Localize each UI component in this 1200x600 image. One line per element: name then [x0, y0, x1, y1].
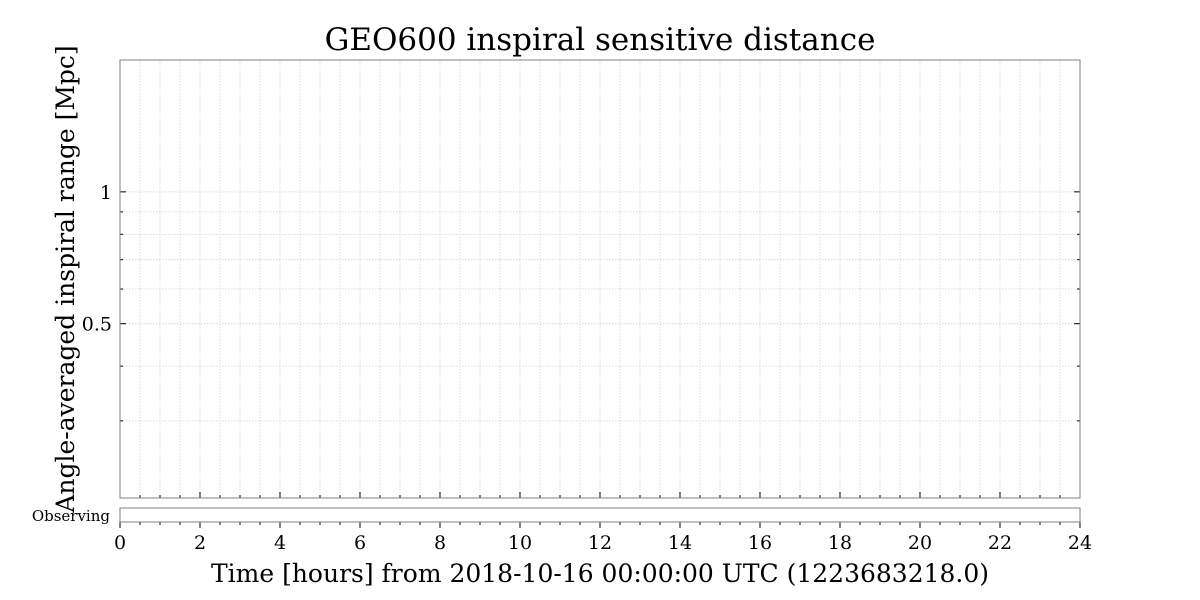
observing-segment-bar	[119, 507, 1081, 523]
x-tick-label: 8	[434, 532, 446, 554]
x-tick-label: 6	[354, 532, 366, 554]
plot-area	[119, 59, 1081, 499]
segment-label-observing: Observing	[32, 507, 111, 525]
y-axis-label: Angle-averaged inspiral range [Mpc]	[51, 45, 80, 513]
x-tick-label: 0	[114, 532, 126, 554]
x-axis-label: Time [hours] from 2018-10-16 00:00:00 UT…	[211, 559, 989, 588]
x-tick-label: 20	[908, 532, 932, 554]
x-tick-label: 2	[194, 532, 206, 554]
x-tick-label: 22	[988, 532, 1012, 554]
grid-lines	[120, 60, 1080, 498]
x-tick-label: 14	[668, 532, 692, 554]
y-tick-labels: 0.51	[82, 182, 112, 336]
y-tick-label: 1	[100, 182, 112, 204]
x-tick-label: 24	[1068, 532, 1092, 554]
x-tick-label: 4	[274, 532, 286, 554]
x-tick-label: 16	[748, 532, 772, 554]
x-tick-label: 18	[828, 532, 852, 554]
y-tick-label: 0.5	[82, 314, 112, 336]
x-tick-label: 12	[588, 532, 612, 554]
x-tick-label: 10	[508, 532, 532, 554]
chart-title: GEO600 inspiral sensitive distance	[325, 22, 876, 58]
x-tick-labels: 0 2 4 6 8 10 12 14 16 18 20 22 24	[114, 532, 1092, 554]
